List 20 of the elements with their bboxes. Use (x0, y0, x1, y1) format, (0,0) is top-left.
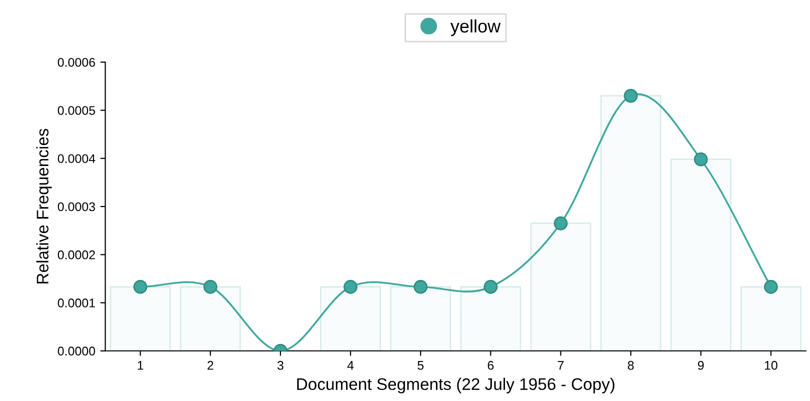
y-tick-label: 0.0001 (58, 298, 95, 308)
y-tick-label: 0.0000 (58, 346, 96, 356)
y-tick-label: 0.0005 (58, 106, 96, 115)
x-tick-label: 2 (208, 360, 214, 370)
x-tick-label: 4 (347, 361, 354, 370)
x-tick-label: 5 (418, 361, 424, 370)
x-tick-label: 8 (628, 360, 634, 370)
x-axis-title: Document Segments (22 July 1956 - Copy) (297, 378, 614, 394)
y-tick-label: 0.0003 (58, 202, 96, 212)
x-tick-label: 9 (698, 360, 704, 370)
legend-label: yellow (450, 19, 501, 36)
x-tick-label: 3 (277, 360, 284, 370)
y-axis-title: Relative Frequencies (36, 128, 52, 284)
y-tick-label: 0.0004 (58, 154, 96, 164)
x-tick-label: 7 (558, 361, 564, 370)
x-tick-label: 10 (764, 360, 778, 370)
x-tick-label: 6 (488, 360, 494, 370)
y-tick-label: 0.0002 (58, 250, 95, 260)
x-tick-label: 1 (138, 361, 144, 370)
y-tick-label: 0.0006 (58, 58, 96, 67)
